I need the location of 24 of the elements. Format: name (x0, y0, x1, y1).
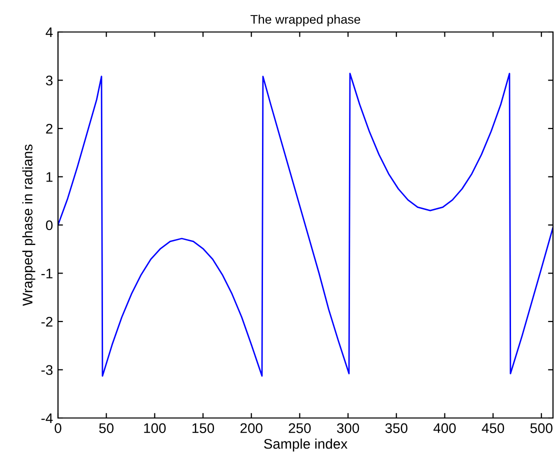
x-tick-label: 50 (99, 423, 114, 434)
y-tick-label: -1 (41, 268, 52, 278)
y-tick-label: 4 (46, 27, 53, 38)
x-axis-title: Sample index (264, 438, 348, 452)
y-tick-label: -4 (41, 413, 53, 424)
y-tick-label: 3 (46, 76, 53, 86)
y-tick-label: 0 (46, 220, 53, 230)
x-tick-label: 100 (144, 423, 166, 434)
chart-title: The wrapped phase (250, 14, 360, 26)
x-tick-label: 250 (288, 423, 311, 434)
y-axis-title: Wrapped phase in radians (22, 144, 36, 306)
x-tick-label: 150 (192, 423, 214, 434)
y-tick-label: -2 (41, 316, 52, 327)
x-tick-label: 350 (385, 423, 408, 434)
y-tick-label: 1 (46, 172, 52, 182)
x-tick-label: 0 (54, 423, 62, 434)
y-tick-label: 2 (46, 124, 52, 134)
y-tick-label: -3 (41, 365, 53, 375)
x-tick-label: 200 (240, 423, 262, 434)
line-series (58, 72, 553, 377)
x-tick-label: 400 (433, 423, 456, 434)
x-tick-label: 500 (530, 423, 552, 434)
x-tick-label: 450 (482, 423, 504, 434)
x-tick-label: 300 (336, 423, 360, 434)
